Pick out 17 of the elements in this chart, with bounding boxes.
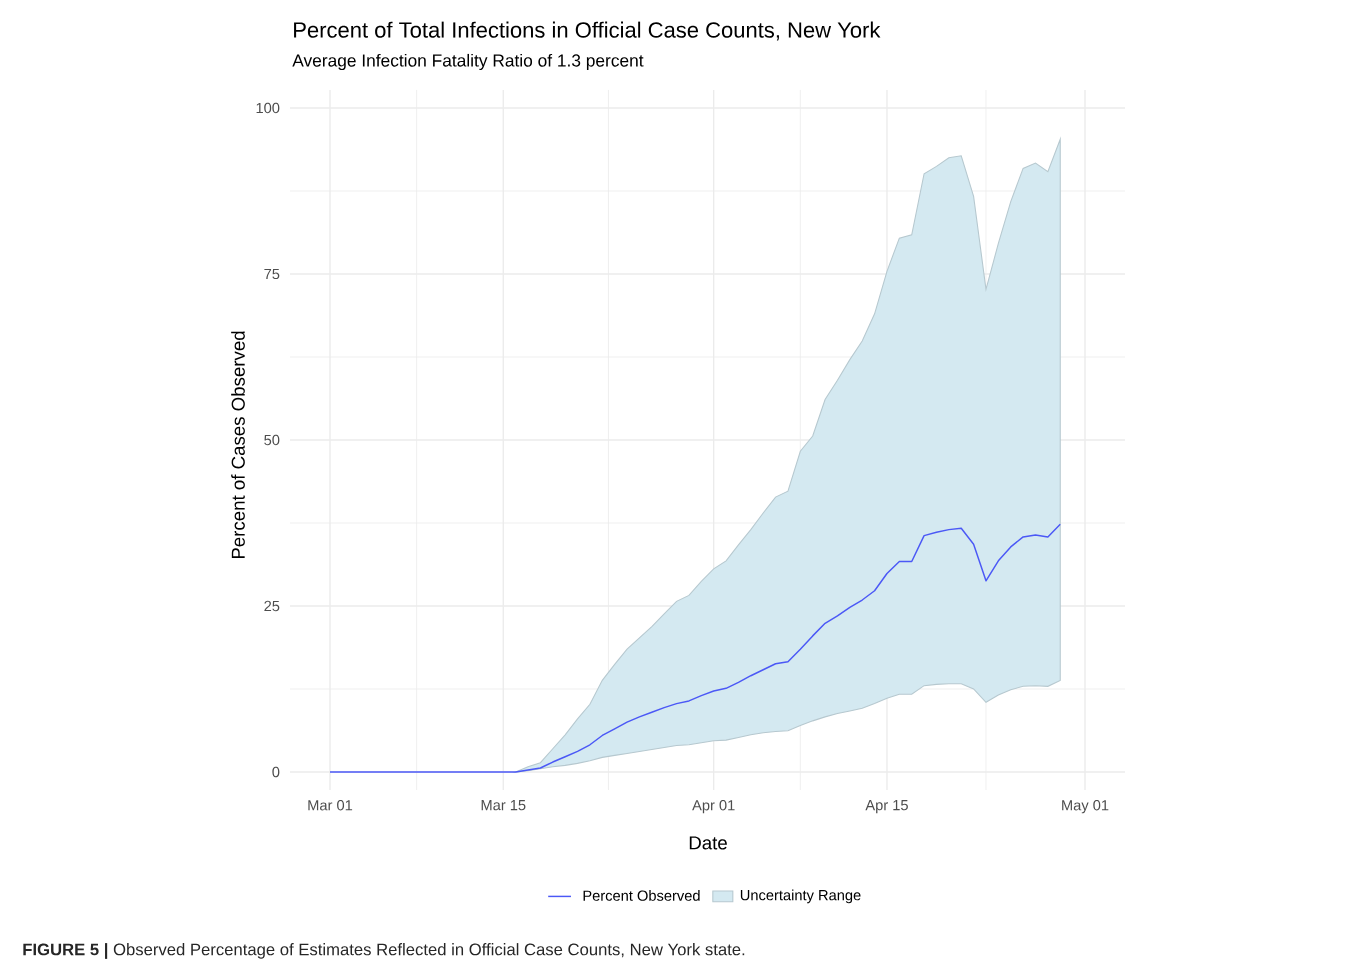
legend-label: Percent Observed <box>583 890 700 901</box>
text: Uncertainty Range <box>740 889 861 904</box>
text: FIGURE 5 | Observed Percentage of Estimates Reflected in Official Case Counts, New York state. <box>23 943 745 959</box>
y-tick-label: 0 <box>272 766 280 778</box>
y-axis-title: Percent of Cases Observed <box>231 331 245 559</box>
x-tick-label: Mar 15 <box>481 800 526 811</box>
x-axis-title: Date <box>689 836 727 850</box>
y-tick-label: 100 <box>256 102 280 114</box>
x-tick-label: Apr 01 <box>692 800 735 814</box>
x-tick-label: May 01 <box>1062 800 1109 814</box>
y-tick-label: 25 <box>264 600 280 612</box>
y-tick-label: 50 <box>264 434 280 446</box>
y-tick-label: 75 <box>264 268 280 280</box>
x-tick-label: Apr 15 <box>865 800 908 814</box>
x-tick-label: Mar 01 <box>308 800 353 811</box>
chart-title: Percent of Total Infections in Official Case Counts, New York <box>294 21 881 41</box>
chart-subtitle: Average Infection Fatality Ratio of 1.3 percent <box>292 53 644 71</box>
